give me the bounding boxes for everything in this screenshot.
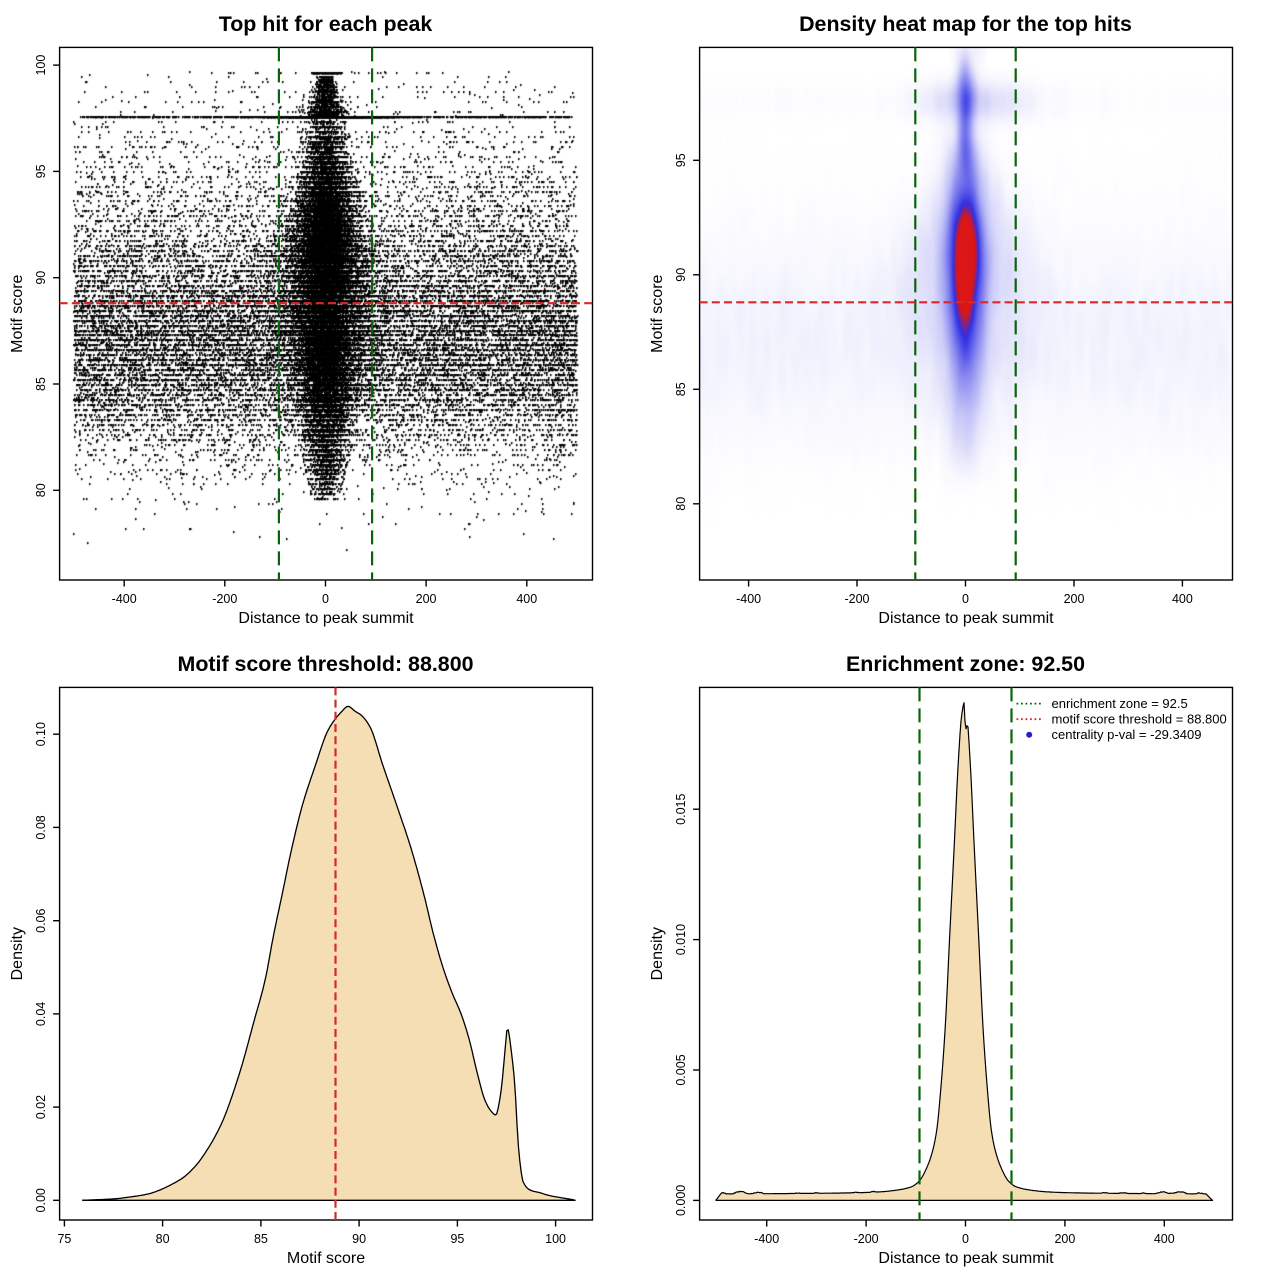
svg-text:90: 90 bbox=[34, 271, 48, 285]
svg-text:200: 200 bbox=[1064, 592, 1085, 606]
svg-text:Motif score: Motif score bbox=[649, 274, 666, 352]
svg-text:85: 85 bbox=[254, 1232, 268, 1246]
svg-text:400: 400 bbox=[1172, 592, 1193, 606]
svg-text:Density heat map for the top h: Density heat map for the top hits bbox=[799, 12, 1132, 36]
svg-text:80: 80 bbox=[674, 497, 688, 511]
svg-text:-200: -200 bbox=[212, 592, 237, 606]
svg-text:0: 0 bbox=[962, 1232, 969, 1246]
svg-text:0.00: 0.00 bbox=[34, 1188, 48, 1212]
svg-text:0: 0 bbox=[962, 592, 969, 606]
svg-text:0.06: 0.06 bbox=[34, 908, 48, 932]
svg-text:400: 400 bbox=[1154, 1232, 1175, 1246]
svg-text:Motif score: Motif score bbox=[287, 1250, 365, 1267]
svg-text:85: 85 bbox=[674, 382, 688, 396]
svg-text:0.04: 0.04 bbox=[34, 1002, 48, 1026]
svg-text:0.000: 0.000 bbox=[674, 1185, 688, 1216]
svg-text:motif score threshold = 88.800: motif score threshold = 88.800 bbox=[1052, 711, 1227, 726]
svg-text:0: 0 bbox=[322, 592, 329, 606]
svg-text:0.015: 0.015 bbox=[674, 794, 688, 825]
svg-text:-400: -400 bbox=[754, 1232, 779, 1246]
svg-text:80: 80 bbox=[156, 1232, 170, 1246]
svg-text:0.005: 0.005 bbox=[674, 1054, 688, 1085]
svg-text:Distance to peak summit: Distance to peak summit bbox=[878, 1250, 1054, 1267]
svg-text:0.08: 0.08 bbox=[34, 815, 48, 839]
svg-text:85: 85 bbox=[34, 377, 48, 391]
svg-text:400: 400 bbox=[516, 592, 537, 606]
svg-text:0.02: 0.02 bbox=[34, 1095, 48, 1119]
svg-text:Distance to peak summit: Distance to peak summit bbox=[878, 610, 1054, 627]
svg-text:Density: Density bbox=[9, 927, 26, 980]
svg-text:Motif score: Motif score bbox=[9, 274, 26, 352]
svg-text:Motif score threshold: 88.800: Motif score threshold: 88.800 bbox=[178, 652, 474, 676]
svg-text:200: 200 bbox=[1054, 1232, 1075, 1246]
svg-text:95: 95 bbox=[674, 153, 688, 167]
svg-text:0.10: 0.10 bbox=[34, 722, 48, 746]
svg-text:-200: -200 bbox=[854, 1232, 879, 1246]
svg-text:90: 90 bbox=[352, 1232, 366, 1246]
svg-text:100: 100 bbox=[34, 55, 48, 76]
svg-text:100: 100 bbox=[545, 1232, 566, 1246]
svg-text:-200: -200 bbox=[844, 592, 869, 606]
svg-text:Enrichment zone: 92.50: Enrichment zone: 92.50 bbox=[846, 652, 1085, 676]
svg-text:Top hit for each peak: Top hit for each peak bbox=[219, 12, 433, 36]
svg-text:95: 95 bbox=[34, 164, 48, 178]
svg-text:-400: -400 bbox=[736, 592, 761, 606]
svg-text:200: 200 bbox=[416, 592, 437, 606]
svg-text:75: 75 bbox=[57, 1232, 71, 1246]
svg-text:Distance to peak summit: Distance to peak summit bbox=[238, 610, 414, 627]
svg-text:Density: Density bbox=[649, 927, 666, 980]
svg-text:enrichment zone = 92.5: enrichment zone = 92.5 bbox=[1052, 696, 1188, 711]
svg-text:centrality p-val = -29.3409: centrality p-val = -29.3409 bbox=[1052, 727, 1202, 742]
svg-text:90: 90 bbox=[674, 268, 688, 282]
svg-text:0.010: 0.010 bbox=[674, 924, 688, 955]
svg-text:80: 80 bbox=[34, 483, 48, 497]
svg-text:95: 95 bbox=[450, 1232, 464, 1246]
svg-text:-400: -400 bbox=[112, 592, 137, 606]
